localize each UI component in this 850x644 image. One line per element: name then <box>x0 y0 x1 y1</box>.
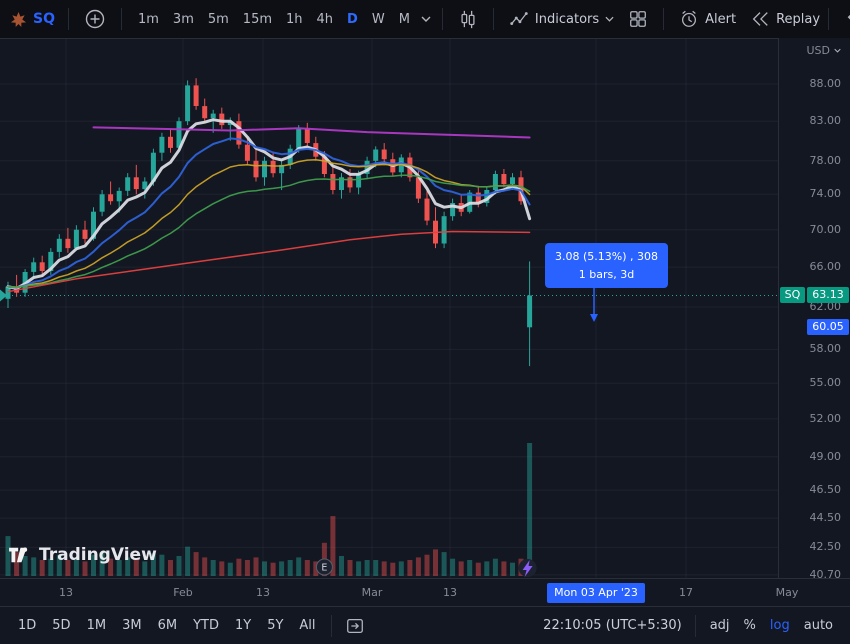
indicators-icon <box>510 12 528 25</box>
timeframe-1h[interactable]: 1h <box>279 8 310 31</box>
separator <box>67 8 69 30</box>
timeframe-group: 1m 3m 5m 15m 1h 4h D W M <box>131 8 417 31</box>
go-to-date-button[interactable] <box>339 612 371 640</box>
log-scale-toggle[interactable]: log <box>763 614 797 637</box>
range-5D[interactable]: 5D <box>44 614 78 637</box>
time-tick-label: Feb <box>173 586 193 599</box>
time-tick-label: 13 <box>59 586 73 599</box>
timeframe-chevron-icon[interactable] <box>419 12 433 26</box>
price-tick-label: 62.00 <box>809 299 842 313</box>
svg-text:E: E <box>321 563 327 574</box>
chart-type-button[interactable] <box>452 5 484 33</box>
range-group: 1D 5D 1M 3M 6M YTD 1Y 5Y All <box>10 614 324 637</box>
session-clock[interactable]: 22:10:05 (UTC+5:30) <box>537 614 688 637</box>
replay-icon <box>752 12 768 26</box>
top-toolbar: SQ 1m 3m 5m 15m 1h 4h D W M Indicators Alert <box>0 0 850 39</box>
chevron-down-icon <box>605 16 614 22</box>
time-tick-label: Mar <box>361 586 383 599</box>
separator <box>441 8 443 30</box>
last-price-label: SQ 63.13 <box>780 287 849 303</box>
time-tick-label: May <box>775 586 799 599</box>
measure-price-label: 60.05 <box>807 319 849 335</box>
price-tick-label: 58.00 <box>809 342 842 356</box>
currency-label: USD <box>806 44 830 57</box>
alarm-clock-icon <box>682 10 697 27</box>
range-1M[interactable]: 1M <box>79 614 115 637</box>
replay-button[interactable]: Replay <box>744 5 826 33</box>
price-tick-label: 74.00 <box>809 187 842 201</box>
range-3M[interactable]: 3M <box>114 614 150 637</box>
price-tick-label: 40.70 <box>809 567 842 581</box>
timeframe-D[interactable]: D <box>340 8 365 31</box>
auto-scale-toggle[interactable]: auto <box>797 614 840 637</box>
measure-duration: 1 bars, 3d <box>578 267 635 281</box>
separator <box>828 8 830 30</box>
percent-scale-toggle[interactable]: % <box>737 614 763 637</box>
timeframe-4h[interactable]: 4h <box>310 8 341 31</box>
price-tick-label: 49.00 <box>809 449 842 463</box>
time-tick-label: 13 <box>256 586 270 599</box>
range-YTD[interactable]: YTD <box>185 614 227 637</box>
add-symbol-button[interactable] <box>78 4 112 34</box>
price-tick-label: 52.00 <box>809 411 842 425</box>
layout-grid-button[interactable] <box>622 5 654 33</box>
price-tick-label: 42.50 <box>809 540 842 554</box>
range-1Y[interactable]: 1Y <box>227 614 259 637</box>
currency-selector[interactable]: USD <box>806 44 841 57</box>
price-tick-label: 70.00 <box>809 222 842 236</box>
symbol-button[interactable]: SQ <box>29 7 59 31</box>
price-tick-label: 83.00 <box>809 114 842 128</box>
alert-button[interactable]: Alert <box>673 5 742 33</box>
timeframe-15m[interactable]: 15m <box>236 8 279 31</box>
chevron-down-icon <box>834 48 841 53</box>
timeframe-M[interactable]: M <box>392 8 417 31</box>
chart-canvas[interactable]: E <box>0 38 778 578</box>
separator <box>694 614 696 637</box>
price-tick-label: 78.00 <box>809 153 842 167</box>
separator <box>492 8 494 30</box>
alert-label: Alert <box>705 11 737 27</box>
price-axis[interactable]: USD 88.00 83.00 78.00 74.00 70.00 66.00 62.00 5… <box>778 38 850 581</box>
range-6M[interactable]: 6M <box>150 614 186 637</box>
symbol-logo-icon <box>10 11 27 28</box>
price-chart[interactable]: E TradingView 3.08 (5.13%) , 308 1 bars,… <box>0 38 778 578</box>
adjust-toggle[interactable]: adj <box>703 614 737 637</box>
replay-label: Replay <box>776 11 821 27</box>
timeframe-W[interactable]: W <box>365 8 392 31</box>
last-price-symbol-chip: SQ <box>780 287 805 303</box>
price-tick-label: 46.50 <box>809 483 842 497</box>
undo-button[interactable] <box>838 5 850 33</box>
measure-change: 3.08 (5.13%) , 308 <box>555 250 659 263</box>
separator <box>330 614 332 637</box>
timeframe-3m[interactable]: 3m <box>166 8 201 31</box>
indicators-label: Indicators <box>534 11 600 27</box>
measure-tooltip: 3.08 (5.13%) , 308 1 bars, 3d <box>545 243 669 289</box>
time-tick-label: 13 <box>443 586 457 599</box>
range-1D[interactable]: 1D <box>10 614 44 637</box>
price-tick-label: 55.00 <box>809 376 842 390</box>
indicators-button[interactable]: Indicators <box>503 5 620 33</box>
time-tick-label: 17 <box>679 586 693 599</box>
range-5Y[interactable]: 5Y <box>259 614 291 637</box>
separator <box>120 8 122 30</box>
price-tick-label: 44.50 <box>809 511 842 525</box>
price-tick-label: 66.00 <box>809 260 842 274</box>
range-All[interactable]: All <box>291 614 323 637</box>
last-price-value-chip: 63.13 <box>807 287 849 303</box>
chart-row: E TradingView 3.08 (5.13%) , 308 1 bars,… <box>0 38 850 581</box>
measure-date-label: Mon 03 Apr '23 <box>547 583 645 603</box>
bottom-toolbar: 1D 5D 1M 3M 6M YTD 1Y 5Y All 22:10:05 (UTC+5:30)… <box>0 606 850 644</box>
separator <box>663 8 665 30</box>
price-tick-label: 88.00 <box>809 76 842 90</box>
time-axis[interactable]: 13 Feb 13 Mar 13 17 May Mon 03 Apr '23 <box>0 578 850 607</box>
timeframe-5m[interactable]: 5m <box>201 8 236 31</box>
timeframe-1m[interactable]: 1m <box>131 8 166 31</box>
